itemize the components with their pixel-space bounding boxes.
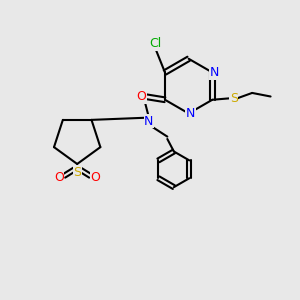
Text: O: O — [91, 171, 100, 184]
Text: N: N — [210, 66, 219, 79]
Text: S: S — [230, 92, 238, 105]
Text: Cl: Cl — [149, 37, 162, 50]
Text: N: N — [144, 115, 154, 128]
Text: O: O — [54, 171, 64, 184]
Text: S: S — [73, 166, 81, 179]
Text: N: N — [186, 107, 195, 120]
Text: O: O — [136, 90, 146, 103]
